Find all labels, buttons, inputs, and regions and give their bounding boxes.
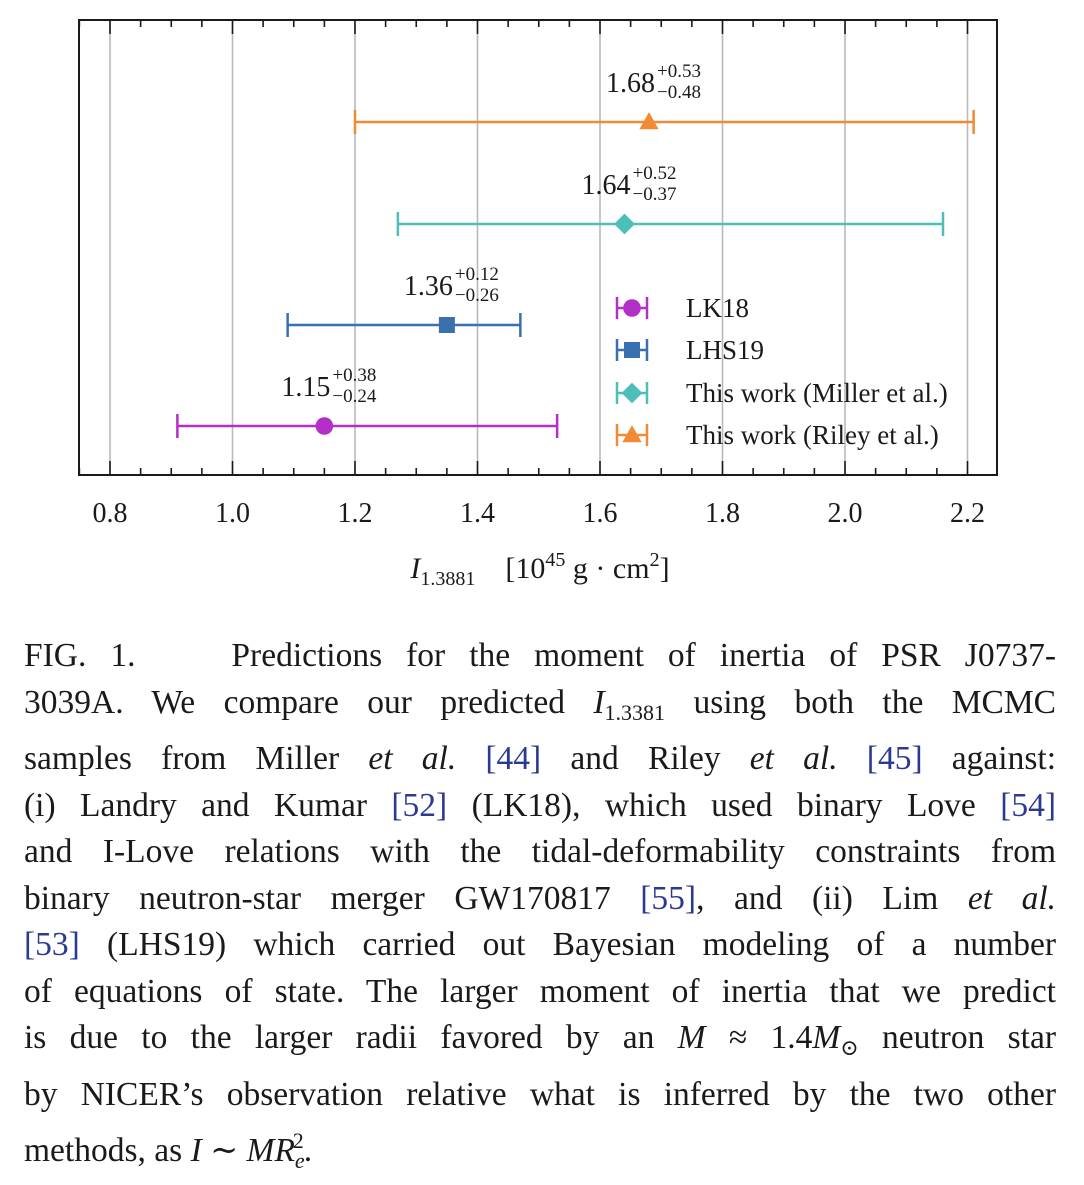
ref-link-54[interactable]: [54] [1000, 786, 1056, 824]
math-M-sun: M [812, 1019, 841, 1056]
caption-text: (LHS19) which carried out Bayesian model… [79, 926, 1056, 963]
caption-line-7: [53] (LHS19) which carried out Bayesian … [24, 922, 1056, 969]
figure-label: FIG. 1. [24, 637, 136, 674]
x-tick-label: 2.2 [950, 498, 985, 529]
data-point-triangle [639, 112, 659, 130]
value-label-minus: −0.24 [332, 386, 376, 407]
caption-text: and Riley [541, 740, 750, 777]
et-al: et al. [967, 879, 1056, 917]
caption-text: 3039A. We compare our predicted [24, 683, 594, 721]
data-point-diamond [614, 213, 635, 235]
caption-line-1: FIG. 1. Predictions for the moment of in… [24, 633, 1056, 680]
math-M: M [677, 1019, 706, 1056]
sun-symbol: ⊙ [840, 1035, 859, 1060]
math-I: I [593, 683, 605, 721]
value-label-minus: −0.37 [633, 184, 677, 205]
caption-text: is due to the larger radii favored by an [24, 1019, 678, 1056]
caption-text: (LK18), which used binary Love [447, 786, 1001, 824]
caption-line-8: of equations of state. The larger moment… [24, 972, 1056, 1010]
value-label-plus: +0.12 [455, 264, 499, 285]
axis-units-2: g · cm [565, 552, 649, 585]
legend-marker-square [624, 342, 640, 358]
value-label-plus: +0.38 [332, 365, 376, 386]
x-tick-label: 1.0 [215, 498, 250, 529]
legend-label: LK18 [686, 293, 749, 323]
axis-exponent: 45 [545, 549, 565, 571]
caption-text: Predictions for the moment of inertia of… [231, 637, 1056, 674]
value-label-plus: +0.53 [657, 61, 701, 82]
x-tick-label: 1.2 [338, 498, 373, 529]
caption-text: (i) Landry and Kumar [24, 786, 392, 824]
legend-label: This work (Miller et al.) [686, 378, 948, 408]
value-label: 1.68 [606, 68, 655, 99]
moment-of-inertia-chart: 0.8 1.0 1.2 1.4 1.6 1.8 2.0 2.2 I1.3881 [1045 g … [78, 19, 998, 590]
math-sim: ∼ [201, 1132, 247, 1169]
x-tick-label: 0.8 [93, 498, 128, 529]
math-I: I [190, 1132, 202, 1169]
axis-bracket: ] [660, 552, 670, 585]
value-label: 1.64 [582, 170, 631, 201]
figure-1: 0.8 1.0 1.2 1.4 1.6 1.8 2.0 2.2 I1.3881 [1045 g … [78, 19, 998, 590]
caption-line-4: (i) Landry and Kumar [52] (LK18), which … [24, 783, 1056, 830]
value-label: 1.15 [281, 372, 330, 403]
caption-text: samples from Miller [24, 740, 369, 777]
axis-exponent-2: 2 [650, 549, 660, 571]
caption-text: methods, as [24, 1132, 191, 1169]
ref-link-52[interactable]: [52] [391, 786, 448, 824]
value-label-minus: −0.48 [657, 82, 701, 103]
legend-marker-diamond [621, 382, 643, 404]
caption-line-11: methods, as I ∼ MRe2. [24, 1118, 1056, 1185]
x-axis-title: I1.3881 [1045 g · cm2] [409, 549, 669, 590]
math-MR: MR [246, 1132, 295, 1169]
data-point-circle [315, 417, 334, 435]
x-tick-label: 1.6 [583, 498, 618, 529]
et-al: et al. [368, 740, 457, 777]
math-subscript-e: e [294, 1148, 305, 1173]
x-tick-label: 1.8 [705, 498, 740, 529]
caption-line-2: 3039A. We compare our predicted I1.3381 … [24, 680, 1056, 737]
math-superscript-2: 2 [292, 1128, 304, 1153]
axis-symbol-I: I [409, 552, 422, 585]
value-label-minus: −0.26 [455, 285, 499, 306]
caption-line-10: by NICER’s observation relative what is … [24, 1075, 1056, 1113]
figure-caption: FIG. 1. Predictions for the moment of in… [24, 633, 1056, 1185]
caption-text: using both the MCMC [665, 683, 1056, 721]
math-subscript: 1.3381 [604, 699, 666, 725]
x-tick-label: 2.0 [828, 498, 863, 529]
data-point-square [438, 317, 455, 333]
caption-line-9: is due to the larger radii favored by an… [24, 1015, 1056, 1072]
legend-label: LHS19 [686, 335, 764, 365]
ref-link-44[interactable]: [44] [485, 740, 542, 777]
axis-subscript: 1.3881 [420, 568, 475, 590]
caption-line-3: samples from Miller et al. [44] and Rile… [24, 736, 1056, 783]
caption-text: . [303, 1132, 313, 1169]
legend-label: This work (Riley et al.) [686, 420, 939, 450]
value-label: 1.36 [404, 271, 453, 302]
et-al: et al. [749, 740, 838, 777]
caption-text: neutron star [858, 1019, 1056, 1056]
axis-units: [10 [475, 552, 545, 585]
caption-text: against: [922, 740, 1057, 777]
ref-link-55[interactable]: [55] [640, 879, 697, 917]
legend-marker-triangle [622, 425, 642, 443]
caption-text: binary neutron-star merger GW170817 [24, 879, 641, 917]
value-label-plus: +0.52 [633, 163, 677, 184]
ref-link-53[interactable]: [53] [24, 926, 80, 963]
legend-marker-circle [623, 299, 641, 317]
caption-line-6: binary neutron-star merger GW170817 [55]… [24, 876, 1056, 923]
x-tick-label: 1.4 [460, 498, 495, 529]
caption-line-5: and I-Love relations with the tidal-defo… [24, 833, 1056, 870]
math-approx: ≈ 1.4 [705, 1019, 813, 1056]
ref-link-45[interactable]: [45] [866, 740, 923, 777]
caption-text: , and (ii) Lim [696, 879, 968, 917]
